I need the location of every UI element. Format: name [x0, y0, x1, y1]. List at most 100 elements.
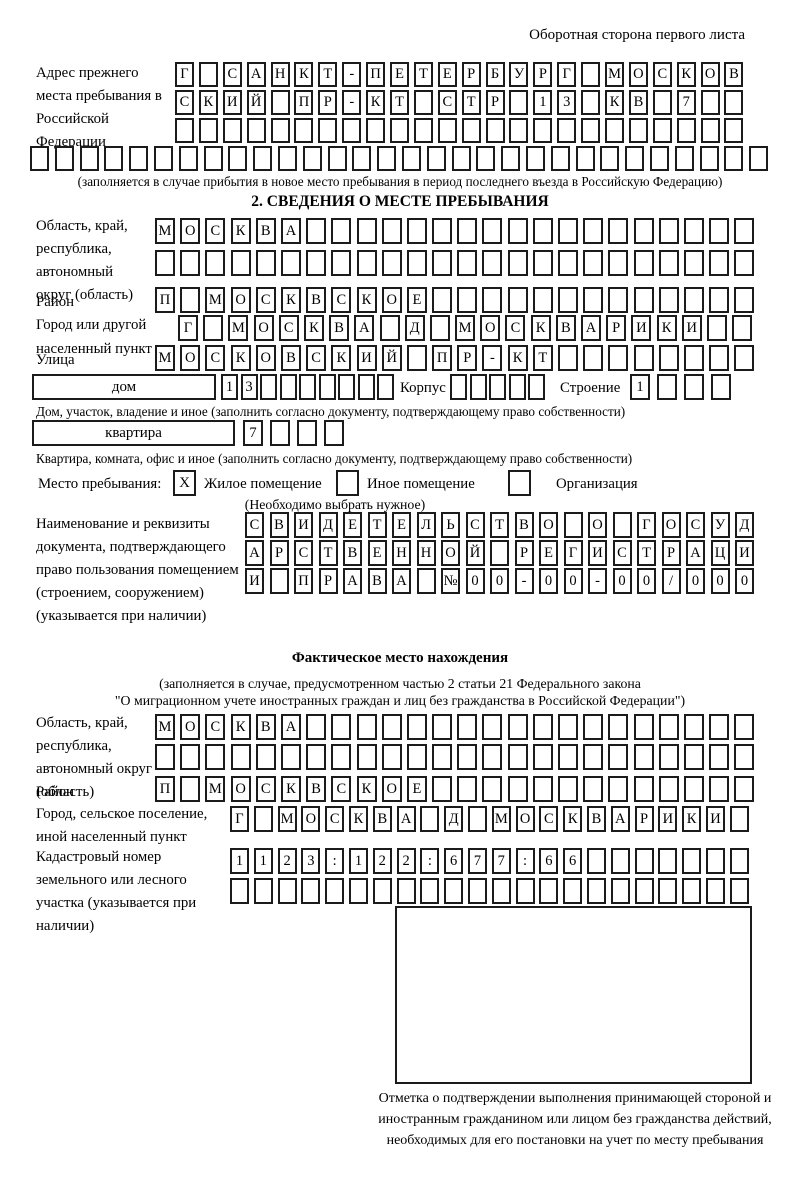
prev-address-row-4[interactable]: [30, 146, 769, 171]
char-cell[interactable]: [563, 878, 583, 904]
char-cell[interactable]: М: [205, 287, 226, 313]
char-cell[interactable]: [432, 287, 453, 313]
char-cell[interactable]: В: [280, 345, 301, 371]
char-cell[interactable]: Р: [318, 568, 338, 594]
char-cell[interactable]: К: [605, 90, 625, 115]
char-cell[interactable]: [508, 374, 526, 400]
char-cell[interactable]: -: [482, 345, 503, 371]
char-cell[interactable]: Й: [246, 90, 266, 115]
char-cell[interactable]: [457, 218, 478, 244]
char-cell[interactable]: Е: [392, 512, 411, 538]
char-cell[interactable]: [230, 878, 249, 904]
char-cell[interactable]: [658, 218, 679, 244]
char-cell[interactable]: [683, 744, 704, 770]
apartment-number-row[interactable]: 7: [243, 420, 344, 446]
char-cell[interactable]: С: [686, 512, 705, 538]
char-cell[interactable]: М: [205, 776, 226, 802]
char-cell[interactable]: О: [253, 315, 274, 341]
char-cell[interactable]: [342, 118, 362, 143]
char-cell[interactable]: [683, 714, 704, 740]
char-cell[interactable]: 7: [467, 848, 487, 874]
char-cell[interactable]: [709, 218, 730, 244]
char-cell[interactable]: [734, 345, 755, 371]
char-cell[interactable]: Г: [175, 62, 194, 87]
char-cell[interactable]: [633, 250, 654, 276]
char-cell[interactable]: С: [306, 345, 327, 371]
char-cell[interactable]: Ь: [441, 512, 460, 538]
char-cell[interactable]: К: [356, 776, 377, 802]
char-cell[interactable]: 1: [348, 848, 368, 874]
char-cell[interactable]: [583, 714, 604, 740]
char-cell[interactable]: [467, 878, 487, 904]
char-cell[interactable]: [432, 714, 453, 740]
apartment-type-box[interactable]: квартира: [32, 420, 235, 446]
char-cell[interactable]: 3: [301, 848, 321, 874]
char-cell[interactable]: А: [343, 568, 362, 594]
char-cell[interactable]: 6: [444, 848, 464, 874]
char-cell[interactable]: [390, 118, 410, 143]
char-cell[interactable]: [709, 714, 730, 740]
char-cell[interactable]: В: [628, 90, 648, 115]
char-cell[interactable]: М: [491, 806, 511, 832]
char-cell[interactable]: [709, 776, 730, 802]
char-cell[interactable]: [294, 118, 314, 143]
char-cell[interactable]: [306, 744, 327, 770]
char-cell[interactable]: Е: [343, 512, 362, 538]
char-cell[interactable]: С: [255, 287, 276, 313]
char-cell[interactable]: [198, 118, 218, 143]
char-cell[interactable]: [318, 374, 336, 400]
char-cell[interactable]: [352, 146, 372, 171]
char-cell[interactable]: [461, 118, 481, 143]
char-cell[interactable]: [734, 776, 755, 802]
char-cell[interactable]: [729, 806, 749, 832]
stroenie-row[interactable]: 1: [630, 374, 731, 400]
char-cell[interactable]: Р: [457, 345, 478, 371]
char-cell[interactable]: Т: [490, 512, 509, 538]
char-cell[interactable]: 1: [230, 848, 249, 874]
char-cell[interactable]: [583, 744, 604, 770]
char-cell[interactable]: [583, 345, 604, 371]
char-cell[interactable]: [299, 374, 316, 400]
char-cell[interactable]: [652, 90, 672, 115]
char-cell[interactable]: [610, 848, 630, 874]
char-cell[interactable]: Н: [392, 540, 411, 566]
char-cell[interactable]: [700, 118, 720, 143]
char-cell[interactable]: 0: [465, 568, 485, 594]
char-cell[interactable]: [676, 118, 696, 143]
char-cell[interactable]: С: [652, 62, 672, 87]
char-cell[interactable]: 1: [253, 848, 273, 874]
char-cell[interactable]: [490, 540, 509, 566]
char-cell[interactable]: -: [342, 90, 362, 115]
char-cell[interactable]: Е: [406, 287, 427, 313]
char-cell[interactable]: 1: [630, 374, 650, 400]
char-cell[interactable]: [356, 250, 377, 276]
region-row-2[interactable]: [155, 250, 755, 276]
document-row-3[interactable]: И П Р А В А № 0 0-0 0-0 0/0 0 0: [245, 568, 754, 594]
char-cell[interactable]: 0: [710, 568, 730, 594]
char-cell[interactable]: К: [530, 315, 551, 341]
char-cell[interactable]: [652, 118, 672, 143]
char-cell[interactable]: Е: [367, 540, 387, 566]
char-cell[interactable]: [178, 146, 198, 171]
char-cell[interactable]: С: [539, 806, 559, 832]
char-cell[interactable]: [628, 118, 648, 143]
char-cell[interactable]: [324, 420, 344, 446]
char-cell[interactable]: П: [294, 90, 314, 115]
char-cell[interactable]: [658, 287, 679, 313]
char-cell[interactable]: 0: [735, 568, 754, 594]
char-cell[interactable]: К: [563, 806, 583, 832]
char-cell[interactable]: К: [676, 62, 696, 87]
char-cell[interactable]: Т: [390, 90, 410, 115]
char-cell[interactable]: К: [303, 315, 324, 341]
char-cell[interactable]: [469, 374, 487, 400]
char-cell[interactable]: В: [724, 62, 744, 87]
checkbox-other-premises[interactable]: [336, 470, 359, 496]
char-cell[interactable]: Г: [563, 540, 583, 566]
char-cell[interactable]: [658, 714, 679, 740]
char-cell[interactable]: [674, 146, 694, 171]
char-cell[interactable]: 3: [240, 374, 258, 400]
char-cell[interactable]: О: [441, 540, 460, 566]
char-cell[interactable]: [301, 878, 321, 904]
char-cell[interactable]: Т: [637, 540, 656, 566]
